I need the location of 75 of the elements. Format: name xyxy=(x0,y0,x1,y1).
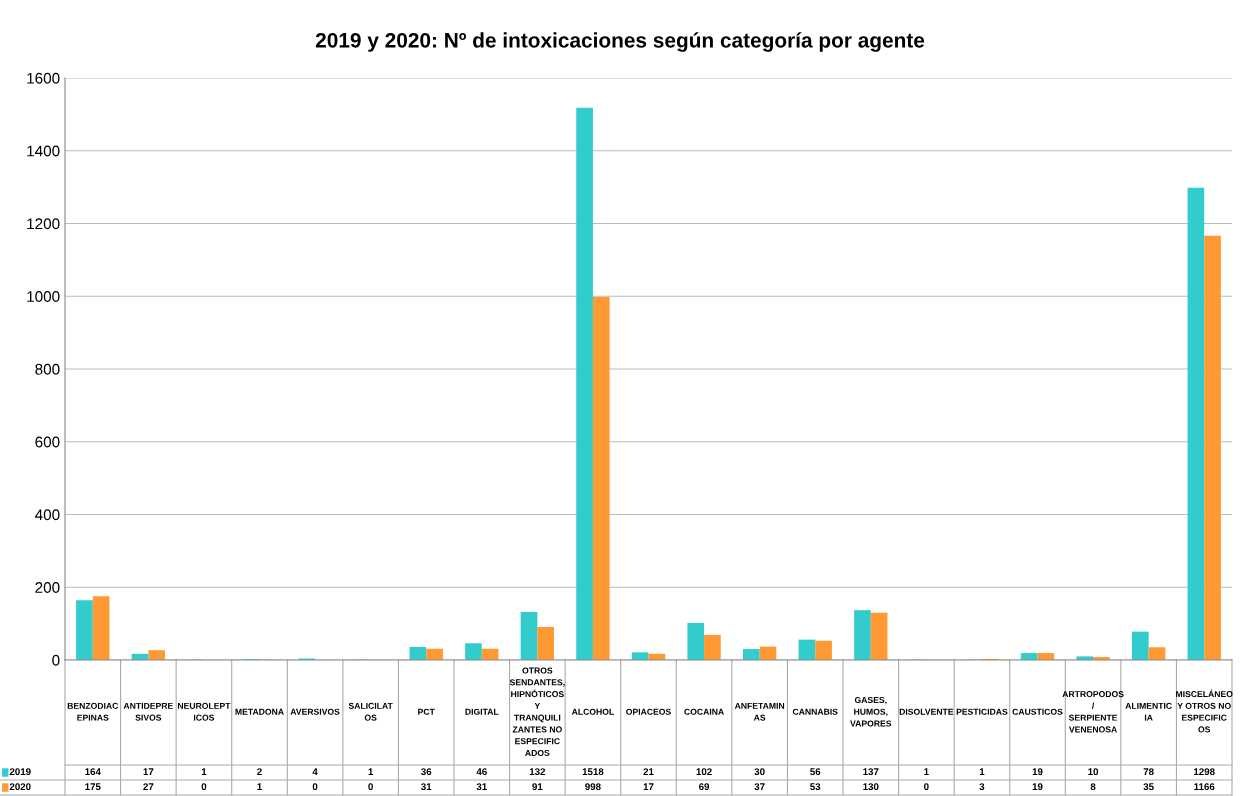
x-tick-label: PCT xyxy=(418,708,435,715)
y-tick-label: 1600 xyxy=(27,72,60,84)
data-label: 78 xyxy=(1143,768,1154,776)
data-label: 132 xyxy=(529,768,546,776)
data-label: 10 xyxy=(1088,768,1099,776)
data-label: 91 xyxy=(532,783,543,791)
data-label: 0 xyxy=(368,783,373,791)
data-label: 2 xyxy=(257,768,262,776)
y-tick-label: 0 xyxy=(52,654,60,666)
y-tick-label: 200 xyxy=(35,582,60,593)
x-tick-label: SALICILATOS xyxy=(348,702,393,721)
data-label: 21 xyxy=(643,768,654,776)
data-label: 56 xyxy=(810,768,821,776)
data-label: 0 xyxy=(924,783,929,791)
data-label: 130 xyxy=(863,783,879,791)
x-tick-label: ARTROPODOS / SERPIENTE VENENOSA xyxy=(1062,691,1124,733)
data-label: 30 xyxy=(754,768,765,776)
x-tick-label: ANFETAMINAS xyxy=(734,702,785,721)
x-tick-label: PESTICIDAS xyxy=(956,708,1008,715)
legend-label: 2019 xyxy=(9,768,31,776)
data-label: 27 xyxy=(143,783,154,791)
data-label: 1 xyxy=(368,768,374,776)
y-tick-label: 800 xyxy=(35,363,60,375)
y-tick-label: 1400 xyxy=(27,145,60,157)
x-tick-label: GASES, HUMOS, VAPORES xyxy=(850,696,892,727)
data-label: 31 xyxy=(476,783,487,791)
y-tick-label: 400 xyxy=(35,509,60,521)
data-label: 998 xyxy=(585,783,601,791)
data-label: 0 xyxy=(312,783,318,791)
y-tick-label: 1200 xyxy=(27,218,60,230)
x-tick-label: METADONA xyxy=(235,708,284,715)
x-tick-label: AVERSIVOS xyxy=(290,708,340,715)
data-label: 4 xyxy=(312,768,318,776)
chart-title: 2019 y 2020: Nº de intoxicaciones según categoría por agente xyxy=(315,32,925,52)
data-label: 37 xyxy=(754,783,765,791)
x-tick-label: COCAINA xyxy=(684,708,724,715)
data-label: 19 xyxy=(1032,768,1043,776)
data-label: 8 xyxy=(1090,783,1096,791)
x-tick-label: DIGITAL xyxy=(465,708,499,715)
data-label: 35 xyxy=(1143,783,1154,791)
data-label: 0 xyxy=(201,783,207,791)
data-label: 1 xyxy=(924,768,929,776)
x-tick-label: CAUSTICOS xyxy=(1012,708,1063,715)
x-tick-label: BENZODIACEPINAS xyxy=(67,702,119,721)
data-label: 3 xyxy=(979,783,985,791)
data-label: 1 xyxy=(979,768,985,776)
data-label: 36 xyxy=(421,768,432,776)
legend-label: 2020 xyxy=(9,783,31,791)
x-tick-label: MISCELÁNEO Y OTROS NO ESPECIFICOS xyxy=(1176,689,1233,733)
y-tick-label: 1000 xyxy=(27,291,60,302)
data-label: 164 xyxy=(85,768,101,776)
data-label: 1298 xyxy=(1194,768,1215,776)
data-label: 1518 xyxy=(582,768,604,776)
y-tick-label: 600 xyxy=(35,436,60,448)
data-label: 17 xyxy=(143,768,154,776)
data-label: 175 xyxy=(85,783,101,791)
x-tick-label: NEUROLEPTICOS xyxy=(177,702,231,721)
x-tick-label: ANTIDEPRESIVOS xyxy=(123,702,173,721)
data-label: 53 xyxy=(810,783,821,791)
data-label: 46 xyxy=(476,768,487,776)
x-tick-label: CANNABIS xyxy=(792,708,838,715)
data-label: 31 xyxy=(421,783,432,791)
data-label: 19 xyxy=(1032,783,1043,791)
data-label: 102 xyxy=(696,768,712,776)
x-tick-label: ALIMENTICIA xyxy=(1125,702,1172,721)
data-label: 1 xyxy=(201,768,207,776)
data-label: 17 xyxy=(643,783,654,791)
x-tick-label: ALCOHOL xyxy=(571,708,614,715)
data-label: 1166 xyxy=(1194,783,1215,791)
data-label: 1 xyxy=(257,783,262,791)
x-tick-label: OTROS SENDANTES, HIPNÓTICOS Y TRANQUILIZANTES NO ESPECIFICADOS xyxy=(509,667,565,757)
x-tick-label: DISOLVENTE xyxy=(899,708,954,715)
data-label: 69 xyxy=(699,783,710,791)
x-tick-label: OPIACEOS xyxy=(626,708,671,715)
data-label: 137 xyxy=(863,768,879,776)
